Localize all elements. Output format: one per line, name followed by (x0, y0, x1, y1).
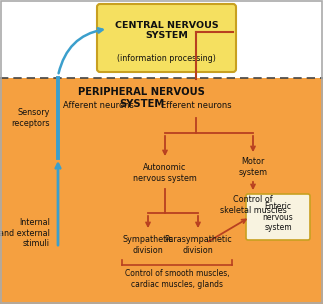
FancyBboxPatch shape (246, 194, 310, 240)
Text: (information processing): (information processing) (117, 54, 216, 63)
Text: Internal
and external
stimuli: Internal and external stimuli (0, 218, 50, 248)
Text: Sympathetic
division: Sympathetic division (122, 235, 173, 255)
Text: Efferent neurons: Efferent neurons (161, 102, 231, 110)
Text: Enteric
nervous
system: Enteric nervous system (263, 202, 293, 232)
Text: CENTRAL NERVOUS
SYSTEM: CENTRAL NERVOUS SYSTEM (115, 21, 218, 40)
Text: Control of
skeletal muscles: Control of skeletal muscles (220, 195, 287, 215)
Text: Autonomic
nervous system: Autonomic nervous system (133, 163, 197, 183)
FancyBboxPatch shape (97, 4, 236, 72)
Text: Sensory
receptors: Sensory receptors (12, 108, 50, 128)
Text: Afferent neurons: Afferent neurons (63, 102, 134, 110)
Text: Motor
system: Motor system (238, 157, 267, 177)
Bar (0, 0, 323, 78)
Bar (0, 78, 323, 304)
Text: Parasympathetic
division: Parasympathetic division (164, 235, 232, 255)
Text: Control of smooth muscles,
cardiac muscles, glands: Control of smooth muscles, cardiac muscl… (125, 269, 229, 289)
Text: PERIPHERAL NERVOUS
SYSTEM: PERIPHERAL NERVOUS SYSTEM (78, 87, 205, 109)
